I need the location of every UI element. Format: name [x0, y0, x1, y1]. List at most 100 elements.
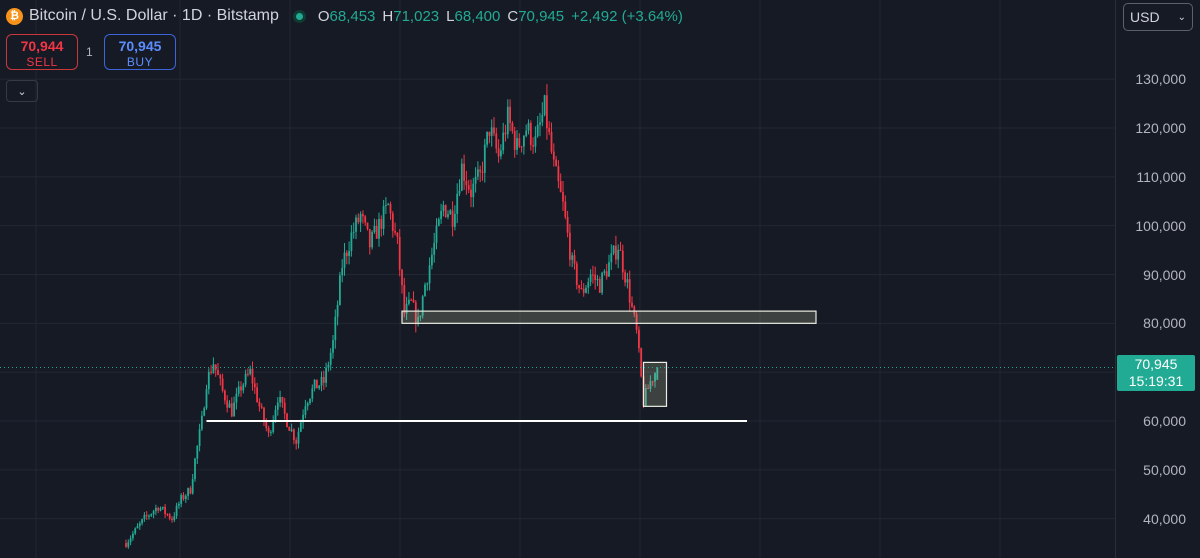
candle-body — [343, 252, 346, 268]
candle-body — [136, 526, 139, 529]
low-value: 68,400 — [454, 7, 501, 25]
candle-body — [375, 226, 378, 239]
candle-body — [148, 515, 150, 517]
bitcoin-logo-icon[interactable]: ₿ — [6, 7, 23, 25]
candle-body — [543, 95, 546, 115]
candle-body — [355, 217, 357, 232]
market-status-icon[interactable] — [292, 9, 306, 23]
candle-body — [585, 287, 587, 293]
candle-body — [451, 210, 454, 227]
candle-body — [311, 388, 314, 399]
candle-body — [316, 379, 318, 389]
y-tick-label: 100,000 — [1135, 217, 1186, 234]
candle-body — [548, 128, 551, 133]
symbol-title[interactable]: Bitcoin / U.S. Dollar · 1D · Bitstamp — [29, 7, 279, 24]
candle-body — [454, 213, 456, 227]
candle-body — [309, 398, 311, 404]
candle-body — [302, 414, 304, 423]
candle-body — [612, 245, 615, 254]
candle-body — [283, 402, 286, 414]
price-chart[interactable] — [0, 0, 1115, 558]
sell-button[interactable]: 70,944 SELL — [6, 34, 78, 70]
candle-body — [440, 210, 442, 220]
candle-body — [536, 124, 539, 137]
candle-body — [656, 367, 659, 380]
candle-body — [212, 364, 215, 373]
candle-body — [555, 159, 557, 167]
candle-body — [647, 387, 649, 389]
candle-body — [161, 506, 164, 509]
sell-label: SELL — [26, 55, 58, 69]
candle-body — [368, 229, 371, 248]
candle-body — [134, 528, 137, 534]
candle-body — [382, 205, 385, 229]
candle-body — [442, 205, 445, 211]
candle-body — [350, 232, 353, 251]
candle-body — [387, 203, 390, 205]
collapse-legend-button[interactable]: ⌄ — [6, 80, 38, 102]
candle-body — [460, 163, 463, 191]
currency-select[interactable]: USD ⌄ — [1123, 3, 1193, 31]
candle-body — [304, 406, 307, 415]
candle-body — [428, 265, 431, 284]
candle-body — [490, 127, 493, 136]
candle-body — [644, 387, 647, 406]
candle-body — [633, 306, 636, 315]
candle-body — [463, 163, 465, 181]
candle-body — [649, 381, 652, 389]
candle-body — [408, 299, 410, 304]
spread-value: 1 — [86, 45, 93, 59]
candle-body — [458, 190, 461, 194]
candle-body — [272, 420, 275, 432]
bar-countdown: 15:19:31 — [1128, 372, 1184, 389]
buy-label: BUY — [126, 55, 154, 69]
currency-value: USD — [1130, 9, 1160, 25]
candle-body — [564, 201, 567, 217]
candle-body — [267, 428, 270, 433]
buy-button[interactable]: 70,945 BUY — [104, 34, 176, 70]
last-price-label: 70,945 15:19:31 — [1117, 354, 1195, 391]
candle-body — [187, 488, 189, 496]
last-price-value: 70,945 — [1134, 355, 1178, 372]
close-value: 70,945 — [518, 7, 565, 25]
candle-body — [550, 132, 553, 152]
candle-body — [235, 393, 238, 403]
candle-body — [615, 245, 617, 260]
candle-body — [472, 183, 475, 198]
candle-body — [125, 543, 127, 547]
candle-body — [348, 250, 350, 257]
chart-area[interactable] — [0, 0, 1115, 558]
candle-body — [329, 352, 332, 365]
candle-body — [520, 146, 523, 148]
candle-body — [230, 403, 233, 417]
candle-body — [394, 231, 396, 233]
candle-body — [398, 236, 401, 270]
candle-body — [150, 514, 153, 516]
candle-body — [240, 386, 242, 391]
candle-body — [624, 272, 626, 283]
candle-body — [566, 216, 569, 233]
candle-body — [578, 285, 580, 288]
candle-body — [389, 203, 392, 214]
rectangle-drawing — [401, 310, 817, 324]
candle-body — [359, 213, 362, 223]
candle-body — [228, 403, 231, 408]
candle-body — [205, 389, 208, 409]
candle-body — [421, 296, 424, 316]
candle-body — [621, 250, 624, 273]
candle-body — [295, 440, 298, 444]
y-tick-label: 80,000 — [1143, 315, 1186, 332]
candle-body — [168, 514, 171, 519]
candle-body — [207, 371, 210, 390]
candle-body — [410, 299, 413, 301]
candle-body — [127, 542, 130, 547]
candle-body — [221, 378, 224, 391]
candle-body — [263, 407, 265, 422]
candle-body — [610, 253, 613, 263]
price-axis[interactable]: 130,000 120,000 110,000 100,000 90,000 80,000… — [1115, 0, 1200, 558]
candle-body — [470, 189, 472, 198]
candle-body — [605, 271, 608, 277]
candle-body — [619, 249, 622, 251]
candle-body — [401, 269, 403, 286]
candle-body — [654, 373, 656, 382]
